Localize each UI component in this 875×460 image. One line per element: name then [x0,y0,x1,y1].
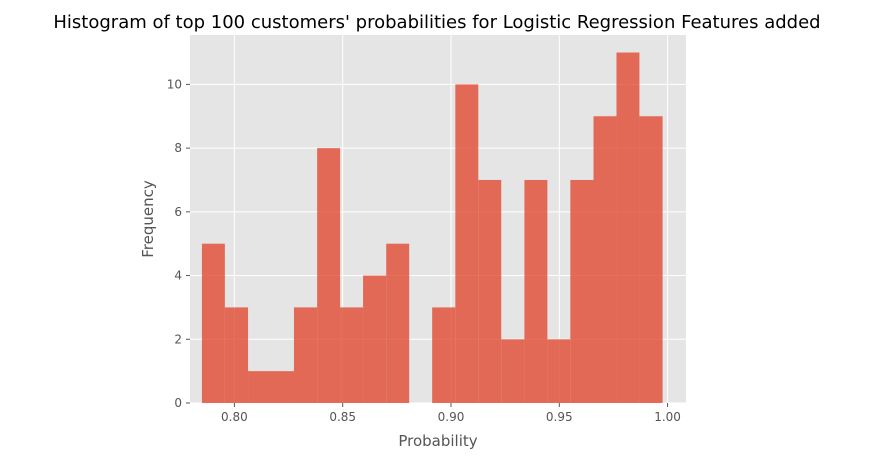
histogram-bar [639,116,663,403]
histogram-bar [293,307,318,403]
histogram-bar [501,339,525,403]
x-tick-label: 1.00 [654,410,681,424]
y-tick-label: 8 [174,141,182,155]
y-tick-label: 2 [174,332,182,346]
histogram-bar [455,84,479,403]
histogram-bar [201,243,225,403]
histogram-bar [317,148,341,403]
histogram-bar [363,275,387,403]
y-axis-ticks: 0 2 4 6 8 10 [167,77,190,410]
histogram-bar [224,307,249,403]
histogram-bar [524,179,548,403]
histogram-bars [201,52,663,404]
y-tick-label: 6 [174,205,182,219]
histogram-bar [570,179,594,403]
histogram-bar [432,307,456,403]
y-tick-label: 10 [167,77,182,91]
y-tick-label: 0 [174,396,182,410]
x-tick-label: 0.80 [221,410,248,424]
histogram-bar [248,371,272,403]
histogram-bar [340,307,364,403]
x-axis-label: Probability [398,432,477,450]
y-tick-label: 4 [174,269,182,283]
x-axis-ticks: 0.80 0.85 0.90 0.95 1.00 [221,403,681,424]
histogram-bar [386,243,410,403]
histogram-bar [616,52,640,404]
histogram-bar [593,116,617,403]
x-tick-label: 0.95 [546,410,573,424]
chart-title: Histogram of top 100 customers' probabil… [53,12,820,33]
histogram-bar [478,179,502,403]
y-axis-label: Frequency [139,180,157,258]
x-tick-label: 0.90 [438,410,465,424]
histogram-bar [547,339,571,403]
x-tick-label: 0.85 [329,410,356,424]
histogram-bar [271,371,294,403]
